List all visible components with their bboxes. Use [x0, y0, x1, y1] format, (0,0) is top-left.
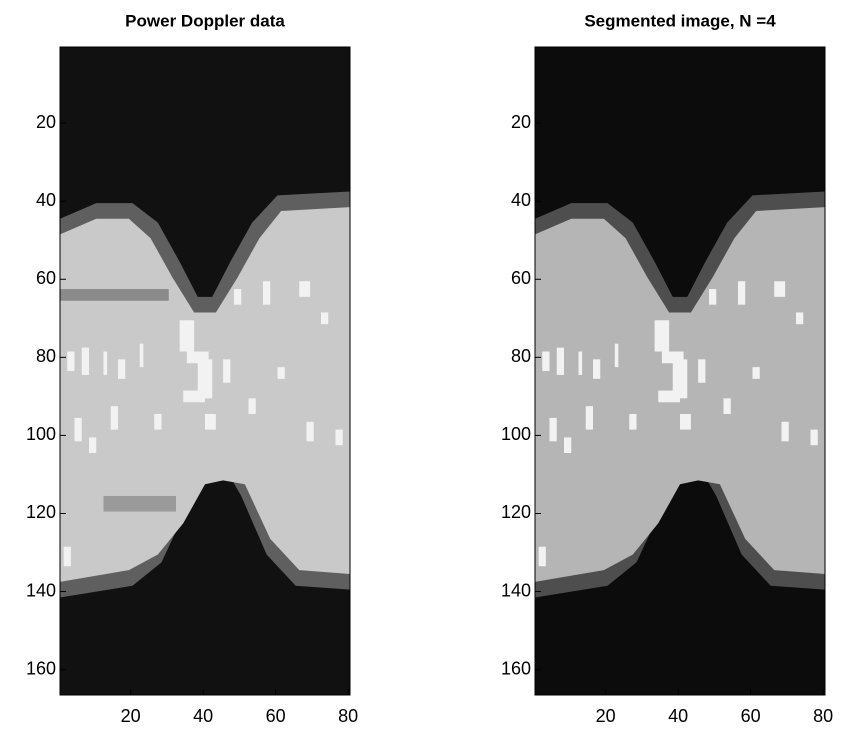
- y-tick-label: 60: [36, 268, 56, 288]
- y-tick-label: 120: [26, 502, 56, 522]
- chart-title: Power Doppler data: [125, 11, 285, 30]
- y-tick-label: 40: [511, 190, 531, 210]
- x-tick-label: 40: [193, 706, 213, 726]
- x-tick-label: 80: [813, 706, 833, 726]
- y-tick-label: 160: [26, 658, 56, 678]
- image-right: [535, 47, 825, 696]
- y-tick-label: 160: [501, 658, 531, 678]
- x-tick-label: 60: [266, 706, 286, 726]
- y-tick-label: 120: [501, 502, 531, 522]
- y-tick-label: 20: [36, 112, 56, 132]
- y-tick-label: 80: [36, 346, 56, 366]
- image-left: [60, 47, 350, 696]
- y-tick-label: 100: [26, 424, 56, 444]
- y-tick-label: 20: [511, 112, 531, 132]
- chart-title: Segmented image, N =4: [584, 11, 776, 30]
- x-tick-label: 20: [596, 706, 616, 726]
- y-tick-label: 40: [36, 190, 56, 210]
- x-tick-label: 80: [338, 706, 358, 726]
- y-tick-label: 80: [511, 346, 531, 366]
- x-tick-label: 20: [121, 706, 141, 726]
- y-tick-label: 100: [501, 424, 531, 444]
- y-tick-label: 140: [26, 580, 56, 600]
- y-tick-label: 140: [501, 580, 531, 600]
- axes-box: [59, 46, 351, 696]
- axes-box: [534, 46, 826, 696]
- y-tick-label: 60: [511, 268, 531, 288]
- x-tick-label: 60: [741, 706, 761, 726]
- x-tick-label: 40: [668, 706, 688, 726]
